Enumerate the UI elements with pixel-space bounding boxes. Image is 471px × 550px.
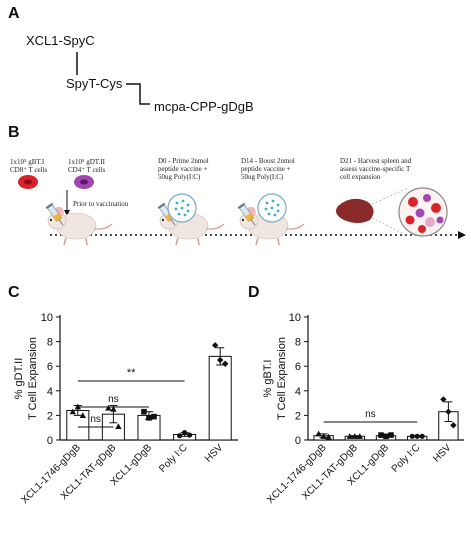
panel-letter-d: D — [248, 284, 260, 301]
x-tick-label: Poly I:C — [390, 442, 423, 475]
data-point-diamond — [440, 396, 447, 403]
x-tick-label: HSV — [431, 442, 454, 465]
significance-label: ns — [90, 414, 101, 425]
x-tick-label: HSV — [203, 442, 226, 465]
panel-letter-b: B — [8, 124, 20, 141]
data-point-square — [388, 432, 394, 438]
y-tick-label: 10 — [289, 312, 301, 324]
data-point-triangle — [315, 430, 322, 437]
data-point-diamond — [222, 360, 229, 367]
chart-c: 0 2 4 6 8 10 % gDT.II T Cell Expansion XCL1-1746… — [13, 312, 238, 506]
magnified-cells-icon — [398, 187, 448, 237]
prior-arrow-head — [64, 210, 70, 216]
x-tick-label: XCL1-TAT-gDgB — [300, 442, 360, 502]
schema-linkers — [76, 52, 150, 105]
y-tick-label: 2 — [295, 410, 301, 422]
panel-letter-a: A — [8, 5, 20, 22]
y-tick-label: 8 — [47, 337, 53, 349]
data-point-triangle — [320, 433, 327, 439]
data-point-triangle — [74, 403, 81, 410]
data-point-triangle — [346, 433, 353, 439]
data-point-square — [146, 415, 152, 421]
x-tick-label: XCL1-1746-gDgB — [19, 442, 83, 506]
data-point-square — [378, 432, 384, 438]
timeline-prior-label: Prior to vaccination — [73, 200, 129, 208]
cd4-cell-nucleus-icon — [80, 179, 88, 185]
peptide-vaccine-bubble-icon — [167, 193, 197, 223]
timeline-arrow-head — [458, 231, 466, 239]
data-point-circle — [409, 433, 415, 439]
spleen-icon — [336, 198, 374, 223]
y-axis-label: T Cell Expansion — [276, 337, 288, 420]
y-tick-label: 2 — [47, 410, 53, 422]
zoom-line — [371, 187, 409, 205]
data-point-triangle — [69, 408, 76, 415]
data-point-circle — [419, 433, 425, 439]
panel-letter-c: C — [8, 284, 20, 301]
data-point-triangle — [79, 412, 86, 418]
data-point-diamond — [212, 342, 219, 349]
data-point-circle — [187, 432, 193, 438]
y-tick-label: 4 — [47, 386, 53, 398]
y-tick-label: 0 — [295, 435, 301, 447]
data-point-square — [383, 433, 389, 440]
data-point-diamond — [450, 422, 457, 429]
y-tick-label: 0 — [47, 435, 53, 447]
data-point-triangle — [105, 404, 112, 411]
data-point-circle — [177, 433, 183, 439]
significance-label: ns — [365, 409, 376, 420]
data-point-square — [151, 413, 157, 420]
schema-xcl1-spyc: XCL1-SpyC — [26, 33, 95, 48]
timeline-d21-label: D21 - Harvest spleen and assess vaccine-s… — [340, 157, 412, 181]
x-tick-label: Poly I:C — [157, 442, 190, 475]
y-tick-label: 8 — [295, 337, 301, 349]
y-axis-label: % gBT.I — [262, 360, 274, 398]
significance-label: ns — [108, 394, 119, 405]
timeline-cd8-label: 1x10⁵ gBT.I CD8⁺ T cells — [10, 158, 48, 174]
data-point-triangle — [351, 433, 358, 439]
y-tick-label: 6 — [295, 361, 301, 373]
y-axis-label: % gDT.II — [13, 358, 25, 400]
y-tick-label: 10 — [41, 312, 53, 324]
data-point-triangle — [110, 406, 117, 412]
timeline-illustration — [18, 175, 466, 246]
timeline-d14-label: D14 - Boost 2nmol peptide vaccine +50ug P… — [241, 157, 295, 181]
significance-label: ** — [127, 367, 136, 379]
data-point-diamond — [445, 408, 452, 415]
data-point-diamond — [217, 356, 224, 364]
data-point-circle — [414, 433, 420, 439]
data-point-circle — [182, 430, 188, 436]
schema-mcpa-cpp-gdgb: mcpa-CPP-gDgB — [154, 99, 254, 114]
data-point-triangle — [325, 433, 332, 440]
schema-spyt-cys: SpyT-Cys — [66, 76, 123, 91]
cd8-cell-nucleus-icon — [24, 179, 32, 185]
bar — [208, 355, 232, 441]
timeline-d0-label: D0 - Prime 2nmol peptide vaccine +50ug Po… — [158, 157, 209, 181]
y-tick-label: 4 — [295, 386, 301, 398]
timeline-cd4-label: 1x10⁵ gDT.II CD4⁺ T cells — [68, 158, 106, 174]
peptide-vaccine-bubble-icon — [257, 193, 287, 223]
linker-elbow — [126, 83, 150, 105]
data-point-triangle — [115, 423, 122, 430]
data-point-square — [141, 408, 147, 415]
data-point-triangle — [356, 433, 363, 439]
y-axis-label: T Cell Expansion — [27, 337, 39, 420]
y-tick-label: 6 — [47, 361, 53, 373]
zoom-line — [371, 217, 409, 237]
